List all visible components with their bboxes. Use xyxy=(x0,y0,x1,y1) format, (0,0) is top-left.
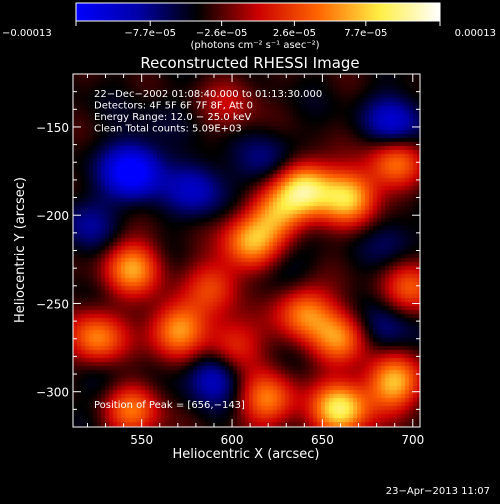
x-tick-label: 650 xyxy=(311,433,334,447)
heatmap-image xyxy=(73,74,420,427)
peak-position-label: Position of Peak = [656,−143] xyxy=(94,400,245,411)
colorbar-tick-label: 7.7e−05 xyxy=(344,28,387,39)
timestamp: 23−Apr−2013 11:07 xyxy=(386,486,490,497)
annotation-line: Clean Total counts: 5.09E+03 xyxy=(94,124,242,135)
y-tick-label: −250 xyxy=(36,297,69,311)
x-tick-label: 700 xyxy=(401,433,424,447)
colorbar: −0.00013 −7.7e−05 −2.6e−05 2.6e−05 7.7e−05 0.… xyxy=(2,2,496,51)
y-axis: −150 −200 −250 −300 xyxy=(36,91,420,410)
colorbar-tick-label: 2.6e−05 xyxy=(273,28,316,39)
y-axis-label: Heliocentric Y (arcsec) xyxy=(13,177,28,323)
x-axis-label: Heliocentric X (arcsec) xyxy=(173,447,320,462)
y-tick-label: −150 xyxy=(36,121,69,135)
colorbar-tick-label: 0.00013 xyxy=(455,28,496,39)
y-tick-label: −300 xyxy=(36,386,69,400)
x-tick-label: 550 xyxy=(130,433,153,447)
chart-title: Reconstructed RHESSI Image xyxy=(140,54,359,72)
colorbar-ticks: −0.00013 −7.7e−05 −2.6e−05 2.6e−05 7.7e−05 0.… xyxy=(2,21,496,39)
x-tick-label: 600 xyxy=(221,433,244,447)
annotation-line: Detectors: 4F 5F 6F 7F 8F, Att 0 xyxy=(94,101,253,112)
colorbar-gradient xyxy=(75,2,441,22)
x-axis: 550 600 650 700 xyxy=(86,74,424,447)
annotation-line: Energy Range: 12.0 − 25.0 keV xyxy=(94,112,251,123)
annotation-line: 22−Dec−2002 01:08:40.000 to 01:13:30.000 xyxy=(94,89,322,100)
colorbar-unit: (photons cm⁻² s⁻¹ asec⁻²) xyxy=(190,40,319,51)
colorbar-tick-label: −7.7e−05 xyxy=(124,28,176,39)
colorbar-tick-label: −0.00013 xyxy=(2,28,52,39)
y-tick-label: −200 xyxy=(36,209,69,223)
colorbar-tick-label: −2.6e−05 xyxy=(196,28,248,39)
image-annotations: 22−Dec−2002 01:08:40.000 to 01:13:30.000… xyxy=(94,89,322,135)
heatmap-wrapper xyxy=(73,74,420,427)
